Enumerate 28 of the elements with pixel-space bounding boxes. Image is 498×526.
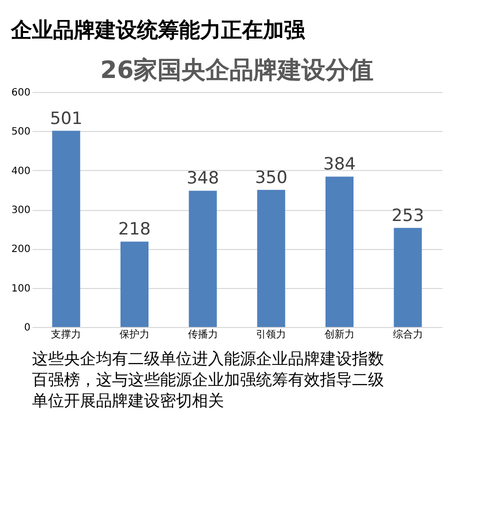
chart-title: 企业品牌建设统筹能力正在加强	[10, 18, 306, 42]
y-tick-label: 300	[11, 205, 30, 216]
y-tick-label: 0	[24, 322, 30, 334]
data-label: 501	[50, 108, 82, 129]
text: 这些央企均有二级单位进入能源企业品牌建设指数百强榜，这与这些能源企业加强统筹有效指导二级单位开展品牌建设密切相关	[32, 349, 384, 410]
data-label: 348	[186, 168, 220, 189]
y-tick-label: 200	[11, 244, 30, 256]
y-tick-label: 400	[11, 166, 30, 177]
data-label: 218	[118, 220, 151, 240]
x-tick-label: 引领力	[256, 328, 286, 340]
data-label: 384	[323, 154, 356, 175]
bar	[394, 228, 422, 327]
bar	[188, 190, 217, 327]
bar	[120, 242, 148, 327]
chart-subtitle: 26家国央企品牌建设分值	[100, 56, 374, 84]
x-tick-label: 综合力	[392, 328, 423, 340]
y-tick-label: 500	[11, 126, 30, 138]
y-tick-label: 100	[11, 283, 30, 294]
data-label: 253	[392, 206, 424, 226]
data-label: 350	[254, 168, 288, 188]
x-tick-label: 创新力	[324, 328, 354, 340]
bar	[326, 176, 354, 327]
x-tick-label: 支撑力	[51, 328, 82, 340]
x-tick-label: 保护力	[120, 328, 150, 340]
x-tick-label: 传播力	[188, 328, 218, 340]
bar	[257, 190, 286, 327]
bar	[52, 130, 80, 327]
y-tick-label: 600	[11, 88, 30, 98]
